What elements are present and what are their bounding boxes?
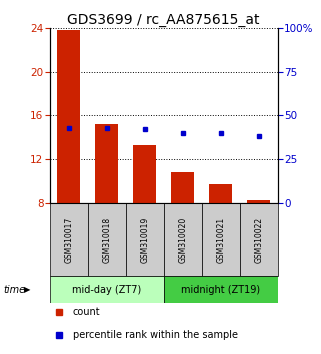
Bar xyxy=(202,202,240,276)
Bar xyxy=(50,276,164,303)
Text: GSM310017: GSM310017 xyxy=(64,216,73,263)
Bar xyxy=(171,172,194,202)
Text: percentile rank within the sample: percentile rank within the sample xyxy=(73,330,238,339)
Text: GSM310021: GSM310021 xyxy=(216,216,225,263)
Text: GSM310022: GSM310022 xyxy=(254,216,263,263)
Text: GSM310020: GSM310020 xyxy=(178,216,187,263)
Bar xyxy=(50,202,88,276)
Text: GSM310019: GSM310019 xyxy=(140,216,149,263)
Bar xyxy=(164,202,202,276)
Bar xyxy=(240,202,278,276)
Text: ▶: ▶ xyxy=(24,285,30,294)
Bar xyxy=(164,276,278,303)
Bar xyxy=(209,184,232,202)
Bar xyxy=(57,30,80,202)
Text: time: time xyxy=(3,285,25,295)
Text: midnight (ZT19): midnight (ZT19) xyxy=(181,285,260,295)
Bar xyxy=(95,124,118,202)
Bar xyxy=(88,202,126,276)
Bar xyxy=(247,200,270,202)
Text: count: count xyxy=(73,307,100,317)
Bar xyxy=(133,145,156,202)
Title: GDS3699 / rc_AA875615_at: GDS3699 / rc_AA875615_at xyxy=(67,13,260,27)
Text: GSM310018: GSM310018 xyxy=(102,216,111,263)
Bar xyxy=(126,202,164,276)
Text: mid-day (ZT7): mid-day (ZT7) xyxy=(72,285,141,295)
